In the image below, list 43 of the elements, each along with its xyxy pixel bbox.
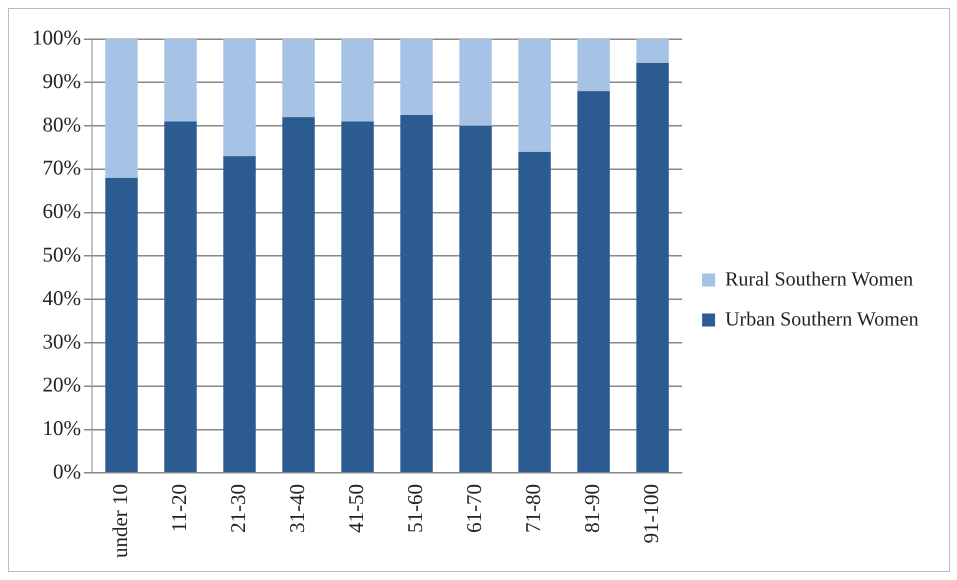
- y-tick-label: 100%: [32, 26, 81, 50]
- bar: [518, 152, 551, 472]
- bar: [341, 39, 374, 122]
- bar: [518, 39, 551, 152]
- bar: [164, 39, 197, 122]
- bar: [636, 62, 669, 472]
- bar: [223, 39, 256, 156]
- y-tick-label: 30%: [42, 329, 81, 354]
- bar: [577, 91, 610, 472]
- y-tick-label: 60%: [42, 199, 81, 224]
- x-tick-label: 11-20: [167, 484, 192, 532]
- bar: [105, 178, 138, 472]
- y-tick-label: 90%: [42, 68, 81, 93]
- x-tick-label: 21-30: [226, 484, 250, 533]
- bar: [223, 156, 256, 472]
- bar: [400, 114, 433, 472]
- x-tick-label: 31-40: [285, 484, 310, 533]
- bar: [459, 126, 492, 472]
- bar: [282, 117, 315, 472]
- y-tick-label: 0%: [52, 459, 81, 484]
- y-tick-label: 40%: [42, 286, 81, 310]
- bar: [459, 39, 492, 126]
- x-tick-label: under 10: [108, 484, 132, 558]
- bar: [282, 39, 315, 118]
- x-tick-label: 51-60: [403, 484, 428, 533]
- x-tick-label: 41-50: [344, 484, 368, 533]
- bar: [341, 121, 374, 472]
- bar: [636, 39, 669, 63]
- bar: [400, 39, 433, 115]
- x-tick-label: 61-70: [462, 484, 486, 533]
- bar: [164, 121, 197, 472]
- x-tick-label: 91-100: [639, 484, 664, 544]
- y-tick-label: 50%: [42, 242, 81, 266]
- bar: [105, 39, 138, 178]
- y-tick-label: 20%: [42, 372, 81, 397]
- y-tick-label: 70%: [42, 156, 81, 180]
- x-tick-label: 71-80: [521, 484, 546, 533]
- bar: [577, 39, 610, 92]
- legend-label: Rural Southern Women: [725, 268, 914, 290]
- y-tick-label: 10%: [42, 416, 81, 440]
- x-tick-label: 81-90: [580, 484, 604, 533]
- y-tick-label: 80%: [42, 112, 81, 136]
- legend-label: Urban Southern Women: [725, 308, 919, 330]
